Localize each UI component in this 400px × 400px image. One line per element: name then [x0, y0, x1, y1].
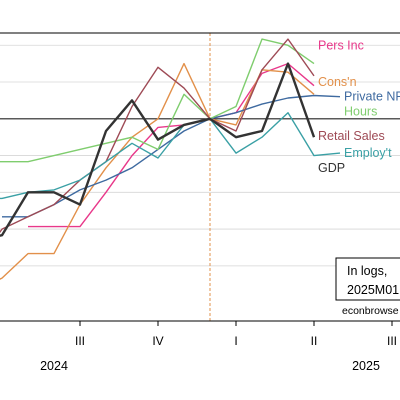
x-year-label: 2025 — [352, 359, 380, 373]
annotation-frame — [335, 257, 400, 301]
annotation-line-1: In logs, — [347, 264, 387, 278]
series-label-hours: Hours — [344, 104, 377, 118]
series-lines — [0, 38, 341, 280]
series-line-retail-sales — [0, 38, 315, 234]
annotation-box: In logs, 2025M01 — [335, 257, 400, 301]
x-tick-label: III — [75, 334, 85, 348]
source-credit: econbrowse — [342, 305, 399, 317]
series-label-private-nfp: Private NFP — [344, 90, 400, 104]
x-year-label: 2024 — [40, 359, 68, 373]
annotation-line-2: 2025M01 — [347, 283, 399, 297]
x-tick-label: II — [311, 334, 318, 348]
series-line-private-nfp — [2, 94, 341, 218]
series-label-pers-inc: Pers Inc — [318, 38, 364, 52]
series-line-hours — [0, 38, 315, 163]
plot-frame — [0, 32, 400, 322]
series-label-retail-sales: Retail Sales — [318, 129, 385, 143]
series-label-gdp: GDP — [318, 161, 345, 175]
series-line-pers-inc — [28, 62, 315, 228]
x-tick-label: I — [234, 334, 237, 348]
series-label-employ-t: Employ't — [344, 146, 392, 160]
x-tick-label: III — [387, 334, 397, 348]
series-line-gdp — [0, 62, 316, 237]
x-tick-label: IV — [152, 334, 163, 348]
series-label-cons-n: Cons'n — [318, 75, 357, 89]
